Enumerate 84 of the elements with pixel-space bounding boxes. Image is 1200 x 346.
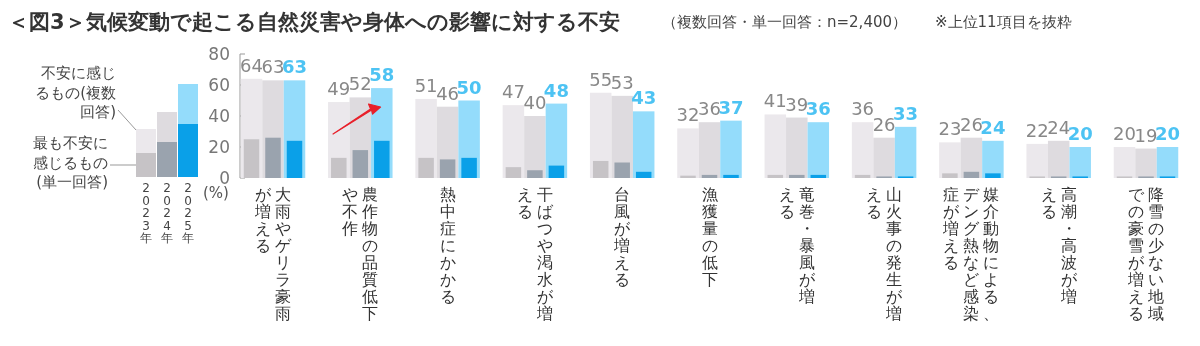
bar (439, 159, 456, 178)
bar (720, 120, 742, 178)
bar (265, 137, 281, 178)
data-label: 23 (938, 118, 962, 140)
data-label: 36 (851, 98, 875, 120)
text: 2023年 (139, 181, 153, 246)
category-label: 農作物の品質低下や不作 (342, 185, 379, 323)
bar (461, 157, 477, 178)
y-tick-label: 20 (208, 137, 230, 157)
bar (894, 126, 917, 178)
data-label: 24 (980, 116, 1006, 138)
bar (635, 171, 652, 178)
category-label: 降雪の少ない地域での豪雪が増える (1128, 185, 1164, 323)
data-label: 43 (631, 87, 657, 109)
y-tick-label: 80 (208, 44, 230, 64)
bar (1113, 147, 1136, 178)
category-label: 竜巻・暴風が増える (778, 185, 815, 306)
bar (418, 157, 434, 178)
bar (786, 117, 808, 178)
bar (527, 170, 543, 178)
bar (243, 139, 260, 178)
bar (1135, 148, 1157, 178)
category-label: 山火事の発生が増える (866, 185, 903, 323)
data-label: 58 (369, 64, 395, 86)
bar (807, 122, 830, 178)
bar (331, 157, 347, 178)
bar (985, 173, 1001, 178)
bar (873, 137, 895, 178)
bar (701, 174, 718, 178)
bar (352, 150, 369, 178)
data-label: 53 (610, 71, 634, 93)
bar (942, 173, 958, 178)
data-label: 33 (893, 102, 919, 124)
bar (854, 174, 871, 178)
data-label: 41 (763, 90, 787, 112)
text: ※上位11項目を抜粋 (935, 13, 1072, 32)
category-label: 大雨やゲリラ豪雨が増える (255, 185, 291, 323)
text: 2024年 (160, 181, 174, 246)
category-label: 媒介動物による、デング熱など感染症が増える (943, 185, 1000, 323)
y-axis-title: (%) (203, 184, 229, 202)
bar (524, 116, 546, 178)
data-label: 36 (698, 98, 721, 120)
x-tick-label: 熱中症にかかる (439, 185, 457, 308)
bar (1047, 140, 1070, 178)
y-tick-label: 60 (208, 75, 230, 95)
bar (963, 171, 980, 178)
bar (982, 140, 1004, 178)
bar (677, 128, 699, 178)
text: 2025年 (181, 181, 195, 246)
data-label: 22 (1025, 119, 1049, 141)
chart-subtitle: （複数回答・単一回答：n=2,400） (662, 13, 908, 32)
category-label: 干ばつや渇水が増える (516, 185, 553, 323)
bar (723, 174, 739, 178)
bar (789, 174, 805, 178)
bar (286, 140, 303, 178)
bar (548, 165, 565, 178)
bar (767, 174, 784, 178)
bar (1156, 147, 1179, 178)
category-label: 高潮・高波が増える (1040, 185, 1077, 306)
data-label: 55 (589, 68, 613, 90)
chart-title: ＜図3＞気候変動で起こる自然災害や身体への影響に対する不安 (8, 9, 620, 36)
data-label: 37 (718, 96, 744, 118)
data-label: 47 (501, 81, 525, 103)
data-label: 32 (676, 104, 700, 126)
bar (592, 160, 609, 178)
text: 最も不安に感じるもの(単一回答) (32, 134, 108, 193)
bar (632, 111, 655, 178)
bar (810, 174, 827, 178)
bar (1069, 147, 1091, 178)
bar (374, 140, 390, 178)
data-label: 51 (414, 74, 438, 96)
bar (505, 167, 522, 178)
bar (764, 114, 787, 178)
data-label: 20 (1113, 123, 1136, 144)
bar (614, 162, 630, 178)
bar (1026, 143, 1048, 178)
x-tick-label: 漁獲量の低下 (701, 185, 718, 291)
data-label: 49 (327, 78, 351, 100)
bar (698, 122, 721, 178)
x-tick-label: 台風が増える (613, 185, 631, 291)
bar (851, 122, 874, 178)
y-tick-label: 40 (208, 106, 230, 126)
text: 不安に感じるもの(複数回答) (34, 64, 116, 123)
data-label: 64 (240, 54, 263, 76)
